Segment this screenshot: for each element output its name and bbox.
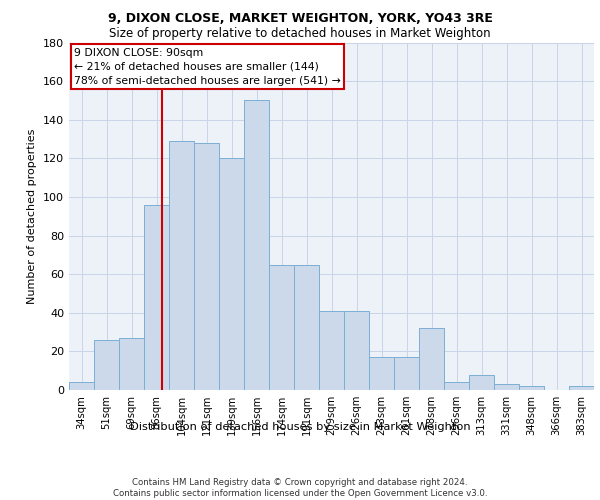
Bar bbox=[69, 382, 94, 390]
Text: 9 DIXON CLOSE: 90sqm
← 21% of detached houses are smaller (144)
78% of semi-deta: 9 DIXON CLOSE: 90sqm ← 21% of detached h… bbox=[74, 48, 341, 86]
Bar bbox=[269, 264, 294, 390]
Text: Contains HM Land Registry data © Crown copyright and database right 2024.
Contai: Contains HM Land Registry data © Crown c… bbox=[113, 478, 487, 498]
Bar bbox=[419, 328, 444, 390]
Bar bbox=[194, 143, 219, 390]
Bar bbox=[444, 382, 469, 390]
Bar bbox=[469, 374, 494, 390]
Text: Size of property relative to detached houses in Market Weighton: Size of property relative to detached ho… bbox=[109, 28, 491, 40]
Bar bbox=[519, 386, 544, 390]
Bar bbox=[219, 158, 244, 390]
Bar bbox=[169, 141, 194, 390]
Bar bbox=[569, 386, 594, 390]
Bar bbox=[144, 204, 169, 390]
Bar bbox=[244, 100, 269, 390]
Bar bbox=[394, 357, 419, 390]
Bar bbox=[344, 311, 369, 390]
Bar bbox=[494, 384, 519, 390]
Bar bbox=[319, 311, 344, 390]
Bar bbox=[369, 357, 394, 390]
Bar bbox=[294, 264, 319, 390]
Text: 9, DIXON CLOSE, MARKET WEIGHTON, YORK, YO43 3RE: 9, DIXON CLOSE, MARKET WEIGHTON, YORK, Y… bbox=[107, 12, 493, 26]
Bar bbox=[119, 338, 144, 390]
Y-axis label: Number of detached properties: Number of detached properties bbox=[28, 128, 37, 304]
Text: Distribution of detached houses by size in Market Weighton: Distribution of detached houses by size … bbox=[130, 422, 470, 432]
Bar bbox=[94, 340, 119, 390]
